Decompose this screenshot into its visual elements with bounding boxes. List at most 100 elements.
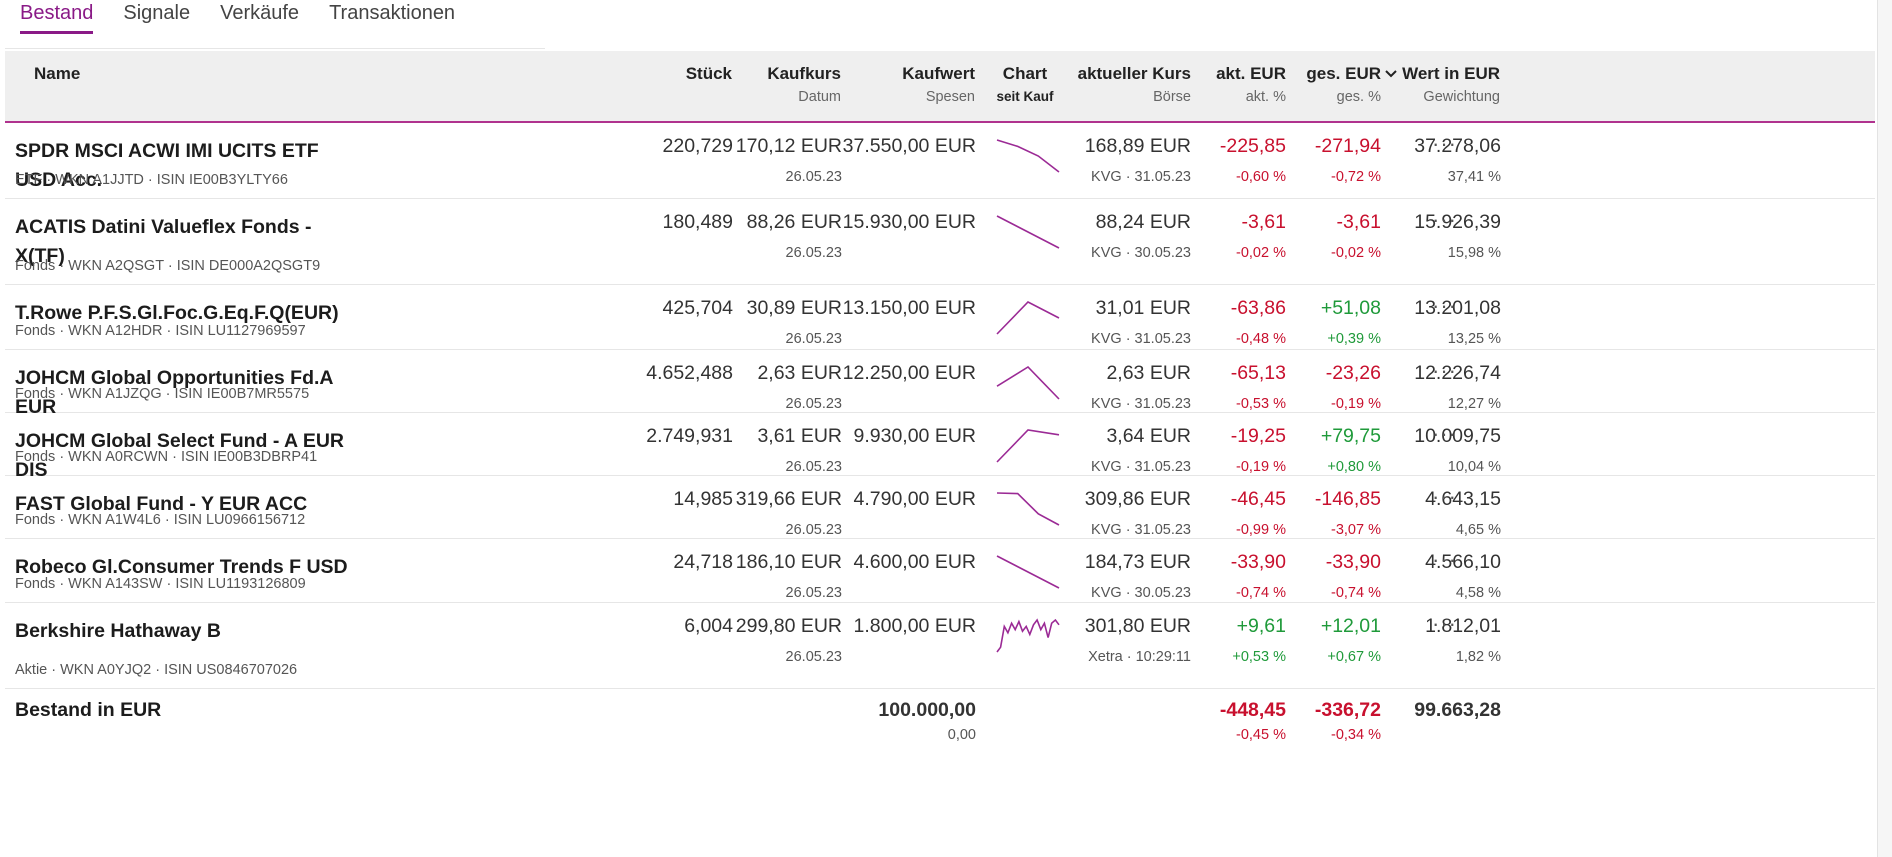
ges-pct-value: -0,02 %: [1331, 245, 1381, 261]
more-dots-icon[interactable]: ···: [1432, 547, 1457, 572]
security-meta: Fonds · WKN A1JZQG · ISIN IE00B7MR5575: [15, 386, 310, 402]
col-seit-kauf: seit Kauf: [996, 89, 1054, 104]
col-akt-eur[interactable]: akt. EUR akt. %: [1216, 64, 1286, 105]
akt-eur-value: -19,25: [1230, 425, 1286, 447]
col-aktueller-kurs[interactable]: aktueller Kurs Börse: [1077, 64, 1191, 105]
kaufwert-value: 9.930,00 EUR: [853, 425, 977, 447]
security-name[interactable]: FAST Global Fund - Y EUR ACC: [15, 493, 308, 515]
kaufwert-value: 1.800,00 EUR: [853, 615, 977, 637]
security-name[interactable]: Robeco Gl.Consumer Trends F USD: [15, 556, 348, 578]
more-dots-icon[interactable]: ···: [1432, 611, 1457, 636]
ges-eur-value: +51,08: [1320, 297, 1381, 319]
col-boerse: Börse: [1153, 89, 1191, 105]
more-dots-icon[interactable]: ···: [1432, 358, 1457, 383]
akt-pct-value: -0,53 %: [1236, 396, 1286, 412]
sparkline-line: [996, 301, 1060, 335]
ges-pct-value: -0,74 %: [1331, 585, 1381, 601]
table-row[interactable]: Robeco Gl.Consumer Trends F USD Fonds · W…: [5, 539, 1875, 603]
more-dots-icon[interactable]: ···: [1432, 293, 1457, 318]
col-ges-eur[interactable]: ges. EUR ges. %: [1306, 64, 1381, 105]
security-name[interactable]: Berkshire Hathaway B: [15, 620, 221, 642]
akt-pct-value: -0,60 %: [1236, 169, 1286, 185]
akt-eur-value: -225,85: [1219, 135, 1286, 157]
table-row[interactable]: SPDR MSCI ACWI IMI UCITS ETF USD Acc. ETF…: [5, 123, 1875, 199]
total-ges-pct: -0,34 %: [1331, 727, 1381, 743]
more-dots-icon[interactable]: ···: [1432, 484, 1457, 509]
sparkline-chart: [996, 365, 1060, 400]
sparkline-line: [996, 492, 1060, 526]
kaufdatum-value: 26.05.23: [785, 396, 842, 412]
security-meta: Fonds · WKN A0RCWN · ISIN IE00B3DBRP41: [15, 449, 318, 465]
table-row[interactable]: JOHCM Global Opportunities Fd.A EUR Fonds…: [5, 350, 1875, 418]
more-dots-icon[interactable]: ···: [1432, 421, 1457, 446]
kurs-value: 309,86 EUR: [1084, 488, 1191, 510]
kaufdatum-value: 26.05.23: [785, 649, 842, 665]
tab-bar: Bestand Signale Verkäufe Transaktionen: [20, 0, 485, 34]
stueck-value: 2.749,931: [646, 425, 733, 447]
ges-eur-value: -3,61: [1336, 211, 1381, 233]
kaufkurs-value: 319,66 EUR: [735, 488, 842, 510]
stueck-value: 14,985: [673, 488, 733, 510]
more-dots-icon[interactable]: ···: [1432, 131, 1457, 156]
kurs-value: 301,80 EUR: [1084, 615, 1191, 637]
kurs-value: 88,24 EUR: [1095, 211, 1191, 233]
ges-eur-value: -146,85: [1314, 488, 1381, 510]
kaufwert-value: 4.600,00 EUR: [853, 551, 977, 573]
sparkline-chart: [996, 618, 1060, 653]
akt-eur-value: -3,61: [1241, 211, 1286, 233]
security-meta: Aktie · WKN A0YJQ2 · ISIN US0846707026: [15, 662, 298, 678]
total-ges-eur: -336,72: [1314, 699, 1381, 721]
ges-eur-value: +12,01: [1320, 615, 1381, 637]
security-name[interactable]: SPDR MSCI ACWI IMI UCITS ETF USD Acc.: [15, 140, 319, 191]
divider: [5, 48, 545, 49]
table-row[interactable]: JOHCM Global Select Fund - A EUR DIS Fond…: [5, 413, 1875, 481]
kaufkurs-value: 2,63 EUR: [757, 362, 842, 384]
kaufkurs-value: 170,12 EUR: [735, 135, 842, 157]
tab-verkaeufe[interactable]: Verkäufe: [220, 2, 300, 24]
col-name[interactable]: Name: [34, 64, 81, 83]
sparkline-line: [996, 429, 1060, 463]
col-akt-pct: akt. %: [1245, 89, 1286, 105]
table-row[interactable]: Berkshire Hathaway B Aktie · WKN A0YJQ2 ·…: [5, 603, 1875, 689]
stueck-value: 220,729: [662, 135, 734, 157]
total-wert: 99.663,28: [1414, 699, 1501, 721]
total-row: Bestand in EUR 100.000,00 0,00 -448,45 -0,45…: [5, 689, 1875, 753]
ges-eur-value: -23,26: [1325, 362, 1381, 384]
col-wert[interactable]: Wert in EUR Gewichtung: [1385, 64, 1500, 105]
security-name[interactable]: JOHCM Global Select Fund - A EUR DIS: [15, 430, 344, 481]
boerse-value: KVG · 31.05.23: [1091, 331, 1191, 347]
security-meta: ETF · WKN A1JJTD · ISIN IE00B3YLTY66: [15, 172, 288, 188]
security-name[interactable]: ACATIS Datini Valueflex Fonds - X(TF): [15, 216, 312, 267]
security-name[interactable]: T.Rowe P.F.S.Gl.Foc.G.Eq.F.Q(EUR): [15, 302, 339, 324]
kaufdatum-value: 26.05.23: [785, 331, 842, 347]
kurs-value: 2,63 EUR: [1106, 362, 1191, 384]
ges-pct-value: -0,19 %: [1331, 396, 1381, 412]
stueck-value: 425,704: [662, 297, 734, 319]
sparkline-chart: [996, 429, 1060, 463]
akt-eur-value: -65,13: [1230, 362, 1286, 384]
table-row[interactable]: T.Rowe P.F.S.Gl.Foc.G.Eq.F.Q(EUR) Fonds ·…: [5, 285, 1875, 350]
chevron-down-icon: [1385, 64, 1398, 84]
kaufwert-value: 15.930,00 EUR: [842, 211, 976, 233]
stueck-value: 24,718: [673, 551, 733, 573]
tab-signale[interactable]: Signale: [123, 2, 191, 24]
tab-transaktionen[interactable]: Transaktionen: [329, 2, 456, 24]
col-chart[interactable]: Chart seit Kauf: [994, 64, 1056, 104]
col-kaufwert[interactable]: Kaufwert Spesen: [902, 64, 975, 105]
kaufdatum-value: 26.05.23: [785, 459, 842, 475]
col-kaufkurs[interactable]: Kaufkurs Datum: [767, 64, 841, 105]
ges-eur-value: +79,75: [1320, 425, 1381, 447]
col-stueck[interactable]: Stück: [685, 64, 732, 83]
wert-value: 10.009,75: [1414, 425, 1501, 447]
table-row[interactable]: FAST Global Fund - Y EUR ACC Fonds · WKN …: [5, 476, 1875, 539]
more-dots-icon[interactable]: ···: [1432, 207, 1457, 232]
tab-bestand[interactable]: Bestand: [20, 0, 94, 34]
sparkline-chart: [996, 139, 1060, 173]
security-name[interactable]: JOHCM Global Opportunities Fd.A EUR: [15, 367, 333, 418]
kurs-value: 3,64 EUR: [1106, 425, 1191, 447]
ges-pct-value: +0,67 %: [1327, 649, 1381, 665]
wert-value: 15.926,39: [1414, 211, 1501, 233]
table-row[interactable]: ACATIS Datini Valueflex Fonds - X(TF) Fon…: [5, 199, 1875, 285]
kaufdatum-value: 26.05.23: [785, 522, 842, 538]
scrollbar[interactable]: [1877, 0, 1892, 857]
